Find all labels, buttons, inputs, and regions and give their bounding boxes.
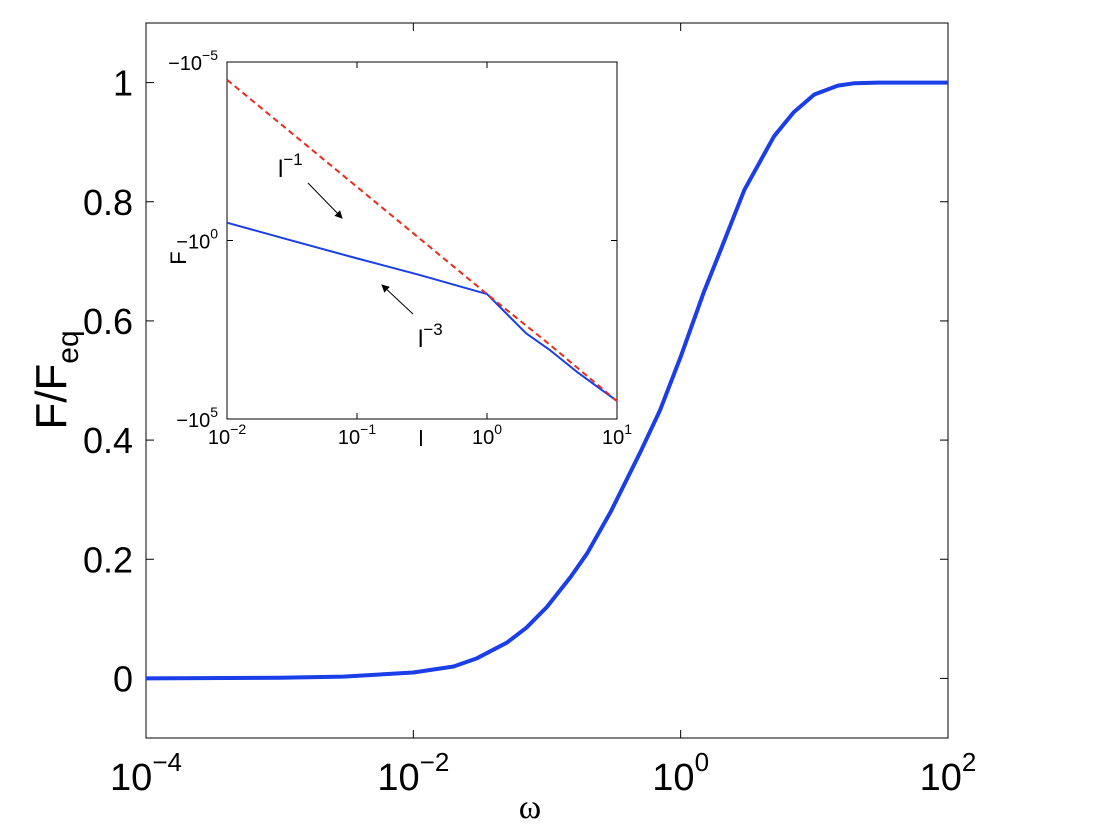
inset-ticks bbox=[226, 61, 618, 420]
annotation-arrow-l-inv3 bbox=[381, 284, 414, 315]
main-x-tick-labels: 10−4 10−2 100 102 bbox=[110, 747, 976, 799]
main-x-tick-label: 100 bbox=[652, 747, 709, 799]
inset-y-tick-label: −105 bbox=[176, 404, 218, 432]
main-x-tick-label: 10−4 bbox=[110, 747, 182, 799]
main-y-tick-label: 0.2 bbox=[83, 539, 133, 580]
inset-x-tick-label: 100 bbox=[472, 421, 502, 449]
inset-y-tick-label: −10−5 bbox=[168, 47, 218, 75]
main-y-tick-label: 1 bbox=[113, 63, 133, 104]
main-plot-frame bbox=[145, 22, 949, 739]
inset-x-tick-label: 101 bbox=[602, 421, 632, 449]
inset-y-tick-labels: −10−5 −100 −105 bbox=[168, 47, 218, 432]
inset-series-dashed bbox=[226, 79, 618, 402]
main-x-tick-label: 102 bbox=[920, 747, 977, 799]
inset-series-solid bbox=[226, 221, 618, 402]
annotation-l-inv3: l−3 bbox=[418, 320, 443, 353]
main-x-axis-label: ω bbox=[519, 789, 541, 826]
main-y-tick-labels: 0 0.2 0.4 0.6 0.8 1 bbox=[83, 63, 133, 700]
inset-x-tick-label: 10−2 bbox=[208, 421, 246, 449]
main-y-tick-label: 0.8 bbox=[83, 182, 133, 223]
main-y-axis-label: F/Feq bbox=[27, 330, 85, 429]
main-series-line bbox=[145, 80, 948, 681]
main-x-tick-label: 10−2 bbox=[377, 747, 449, 799]
inset-x-tick-labels: 10−2 10−1 100 101 bbox=[208, 421, 632, 449]
annotation-arrow-l-inv1 bbox=[307, 182, 343, 219]
main-y-tick-label: 0.4 bbox=[83, 420, 133, 461]
inset-y-tick-label: −100 bbox=[176, 226, 218, 254]
main-y-tick-label: 0.6 bbox=[83, 301, 133, 342]
annotation-l-inv1: l−1 bbox=[278, 150, 303, 183]
main-y-tick-label: 0 bbox=[113, 658, 133, 699]
inset-y-axis-label: F bbox=[166, 251, 191, 264]
inset-x-tick-label: 10−1 bbox=[338, 421, 376, 449]
inset-x-axis-label: l bbox=[419, 426, 424, 451]
